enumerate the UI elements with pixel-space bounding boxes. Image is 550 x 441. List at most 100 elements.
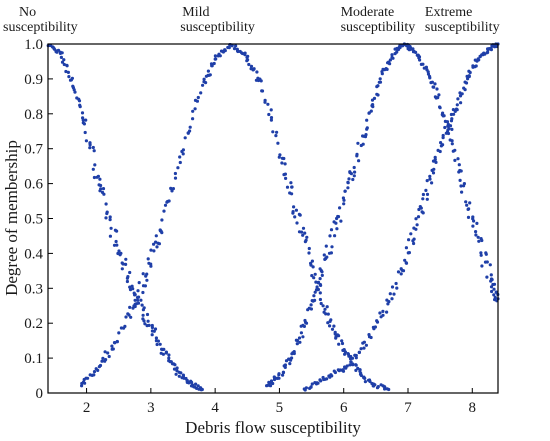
data-point (136, 298, 140, 302)
data-point (276, 141, 280, 145)
data-point (438, 105, 442, 109)
data-points (46, 42, 500, 392)
data-point (115, 229, 119, 233)
data-point (158, 342, 162, 346)
category-label: Extreme susceptibility (425, 5, 500, 35)
data-point (193, 107, 197, 111)
data-point (329, 228, 334, 232)
data-point (346, 186, 350, 190)
data-point (490, 289, 494, 294)
data-point (281, 370, 285, 374)
data-point (324, 244, 328, 248)
data-point (199, 91, 203, 95)
data-point (208, 73, 212, 77)
data-point (297, 336, 302, 340)
data-point (416, 215, 421, 219)
data-point (284, 176, 288, 180)
data-point (162, 209, 166, 213)
data-point (365, 127, 369, 131)
data-point (390, 53, 394, 57)
data-point (55, 50, 59, 54)
data-point (417, 207, 421, 212)
data-point (425, 197, 429, 201)
data-point (323, 257, 327, 261)
data-point (104, 358, 108, 362)
data-point (124, 262, 128, 266)
data-point (478, 54, 482, 59)
data-point (491, 282, 495, 287)
data-point (118, 253, 122, 257)
data-point (320, 270, 324, 274)
data-point (414, 50, 418, 55)
data-point (356, 141, 360, 145)
data-point (336, 333, 340, 337)
data-point (301, 323, 305, 327)
data-point (367, 111, 371, 115)
data-point (403, 258, 407, 262)
data-point (458, 178, 462, 182)
data-point (181, 148, 185, 152)
data-point (293, 215, 297, 219)
data-point (108, 215, 112, 219)
data-point (300, 230, 304, 234)
data-point (52, 46, 56, 51)
y-tick-label: 0.2 (24, 316, 43, 332)
data-point (212, 61, 216, 66)
data-point (325, 377, 329, 381)
data-point (378, 311, 382, 315)
data-point (390, 285, 395, 289)
data-point (363, 376, 367, 380)
data-point (78, 105, 82, 109)
data-point (183, 136, 187, 140)
x-tick-label: 6 (340, 400, 348, 416)
data-point (191, 109, 195, 113)
data-point (334, 221, 338, 225)
data-point (195, 99, 199, 103)
data-point (424, 188, 428, 192)
data-point (195, 386, 199, 390)
data-point (441, 133, 445, 138)
data-point (433, 82, 437, 86)
data-point (200, 387, 204, 392)
data-point (312, 294, 316, 298)
y-tick-label: 0.8 (24, 107, 43, 123)
data-point (140, 303, 144, 307)
data-point (467, 74, 471, 78)
data-point (304, 386, 308, 390)
data-point (387, 387, 391, 392)
data-point (113, 341, 117, 345)
data-point (218, 54, 222, 58)
data-point (277, 155, 281, 159)
data-point (143, 322, 147, 326)
data-point (390, 297, 394, 301)
data-point (385, 67, 389, 71)
data-point (450, 139, 454, 143)
data-point (92, 175, 96, 180)
data-point (175, 366, 179, 370)
data-point (446, 131, 451, 136)
data-point (353, 170, 357, 174)
data-point (425, 192, 430, 196)
data-point (325, 255, 329, 259)
data-point (474, 233, 478, 237)
data-point (162, 347, 166, 351)
data-point (321, 375, 325, 380)
data-point (489, 46, 493, 51)
data-point (334, 336, 338, 340)
data-point (462, 184, 466, 188)
data-point (388, 62, 392, 66)
data-point (156, 339, 160, 343)
data-point (209, 62, 214, 66)
y-tick-label: 0.3 (24, 281, 43, 297)
data-point (372, 96, 377, 100)
data-point (282, 156, 286, 161)
data-point (142, 306, 146, 310)
data-point (267, 112, 271, 117)
data-point (314, 280, 318, 284)
data-point (428, 177, 432, 181)
data-point (155, 245, 159, 249)
data-point (472, 219, 476, 223)
data-point (312, 276, 316, 280)
data-point (328, 234, 332, 238)
data-point (318, 297, 322, 302)
